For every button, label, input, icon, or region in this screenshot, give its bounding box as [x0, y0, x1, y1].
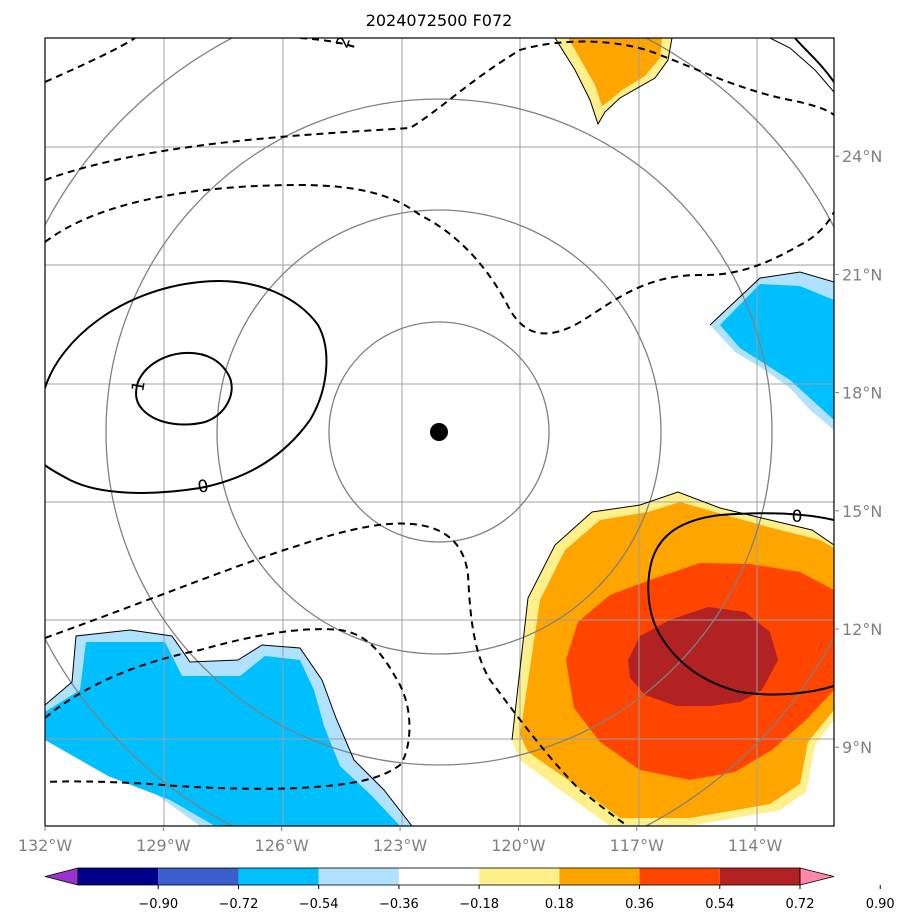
solid-contours: [45, 38, 834, 696]
y-tick-label: 9°N: [842, 738, 872, 757]
colorbar-tick-label: −0.18: [459, 897, 499, 912]
x-tick-label: 120°W: [491, 836, 546, 855]
x-tick-label: 126°W: [255, 836, 310, 855]
y-tick-label: 24°N: [842, 147, 882, 166]
coast-ne: [709, 271, 834, 326]
colorbar-segment: [719, 868, 800, 885]
colorbar-segment: [318, 868, 399, 885]
x-tick-label: 117°W: [610, 836, 665, 855]
contour-one-west: [135, 351, 233, 426]
range-ring-1: [328, 321, 550, 543]
x-tick-label: 129°W: [136, 836, 191, 855]
x-axis-ticks: 132°W 129°W 126°W 123°W 120°W 117°W 114°W: [18, 826, 783, 855]
colorbar-frame: [77, 867, 801, 886]
y-tick-label: 18°N: [842, 384, 882, 403]
y-tick-label: 21°N: [842, 265, 882, 284]
colorbar: −0.90 −0.72 −0.54 −0.36 −0.18 0.18 0.36 0.54 0.7…: [44, 867, 895, 912]
colorbar-segment: [639, 868, 720, 885]
coast-n: [554, 38, 673, 126]
contour-label-zero-east: 0: [792, 507, 803, 527]
coastlines: [45, 38, 834, 826]
x-tick-label: 123°W: [373, 836, 428, 855]
y-axis-ticks: 24°N 21°N 18°N 15°N 12°N 9°N: [834, 147, 882, 757]
colorbar-extend-low: [44, 867, 79, 886]
x-tick-label: 132°W: [18, 836, 73, 855]
contour-label-zero-west: 0: [196, 476, 210, 498]
colorbar-segment: [158, 868, 239, 885]
coast-sw: [45, 629, 413, 826]
shade-positive-se-peak: [628, 607, 778, 706]
colorbar-tick-label: −0.36: [379, 897, 419, 912]
colorbar-segment: [559, 868, 640, 885]
contour-zero-west: [45, 280, 328, 494]
range-rings: [45, 38, 834, 826]
contour-dashed-6: [45, 628, 411, 790]
chart-title: 2024072500 F072: [366, 11, 513, 30]
colorbar-tick-label: −0.72: [219, 897, 259, 912]
storm-center-marker: [430, 423, 448, 441]
contour-zero-east: [647, 512, 834, 696]
colorbar-segment: [78, 868, 159, 885]
colorbar-segment: [479, 868, 560, 885]
plot-frame: [44, 37, 835, 827]
colorbar-tick-label: 0.18: [545, 897, 574, 912]
y-tick-label: 15°N: [842, 502, 882, 521]
colorbar-tick-label: 0.54: [705, 897, 734, 912]
colorbar-tick-label: 0.36: [625, 897, 654, 912]
contour-label-one: 1: [128, 379, 150, 393]
colorbar-tick-label: 0.72: [786, 897, 815, 912]
contour-dashed-1: [45, 38, 136, 83]
colorbar-tick-label: 0.90: [866, 897, 895, 912]
range-ring-3: [105, 98, 773, 766]
colorbar-extend-high: [799, 867, 835, 886]
shade-negative-sw: [45, 642, 400, 826]
coast-far-ne: [769, 38, 834, 93]
gridlines: [45, 38, 834, 826]
dashed-contours: [45, 38, 834, 826]
plot-area: 0 1 0 2: [45, 38, 834, 826]
y-tick-label: 12°N: [842, 620, 882, 639]
shade-negative-ne: [720, 284, 834, 420]
colorbar-segment: [238, 868, 319, 885]
contour-northeast-edge: [794, 38, 834, 83]
contour-labels: 0 1 0 2: [128, 38, 803, 527]
x-tick-label: 114°W: [728, 836, 783, 855]
colorbar-tick-label: −0.54: [299, 897, 339, 912]
range-ring-2: [216, 209, 662, 655]
contour-dashed-5: [45, 522, 629, 826]
contour-dashed-3: [45, 40, 834, 181]
colorbar-tick-label: −0.90: [138, 897, 178, 912]
coast-se: [511, 491, 834, 741]
contour-dashed-4: [45, 183, 834, 335]
colorbar-segment: [398, 868, 480, 885]
